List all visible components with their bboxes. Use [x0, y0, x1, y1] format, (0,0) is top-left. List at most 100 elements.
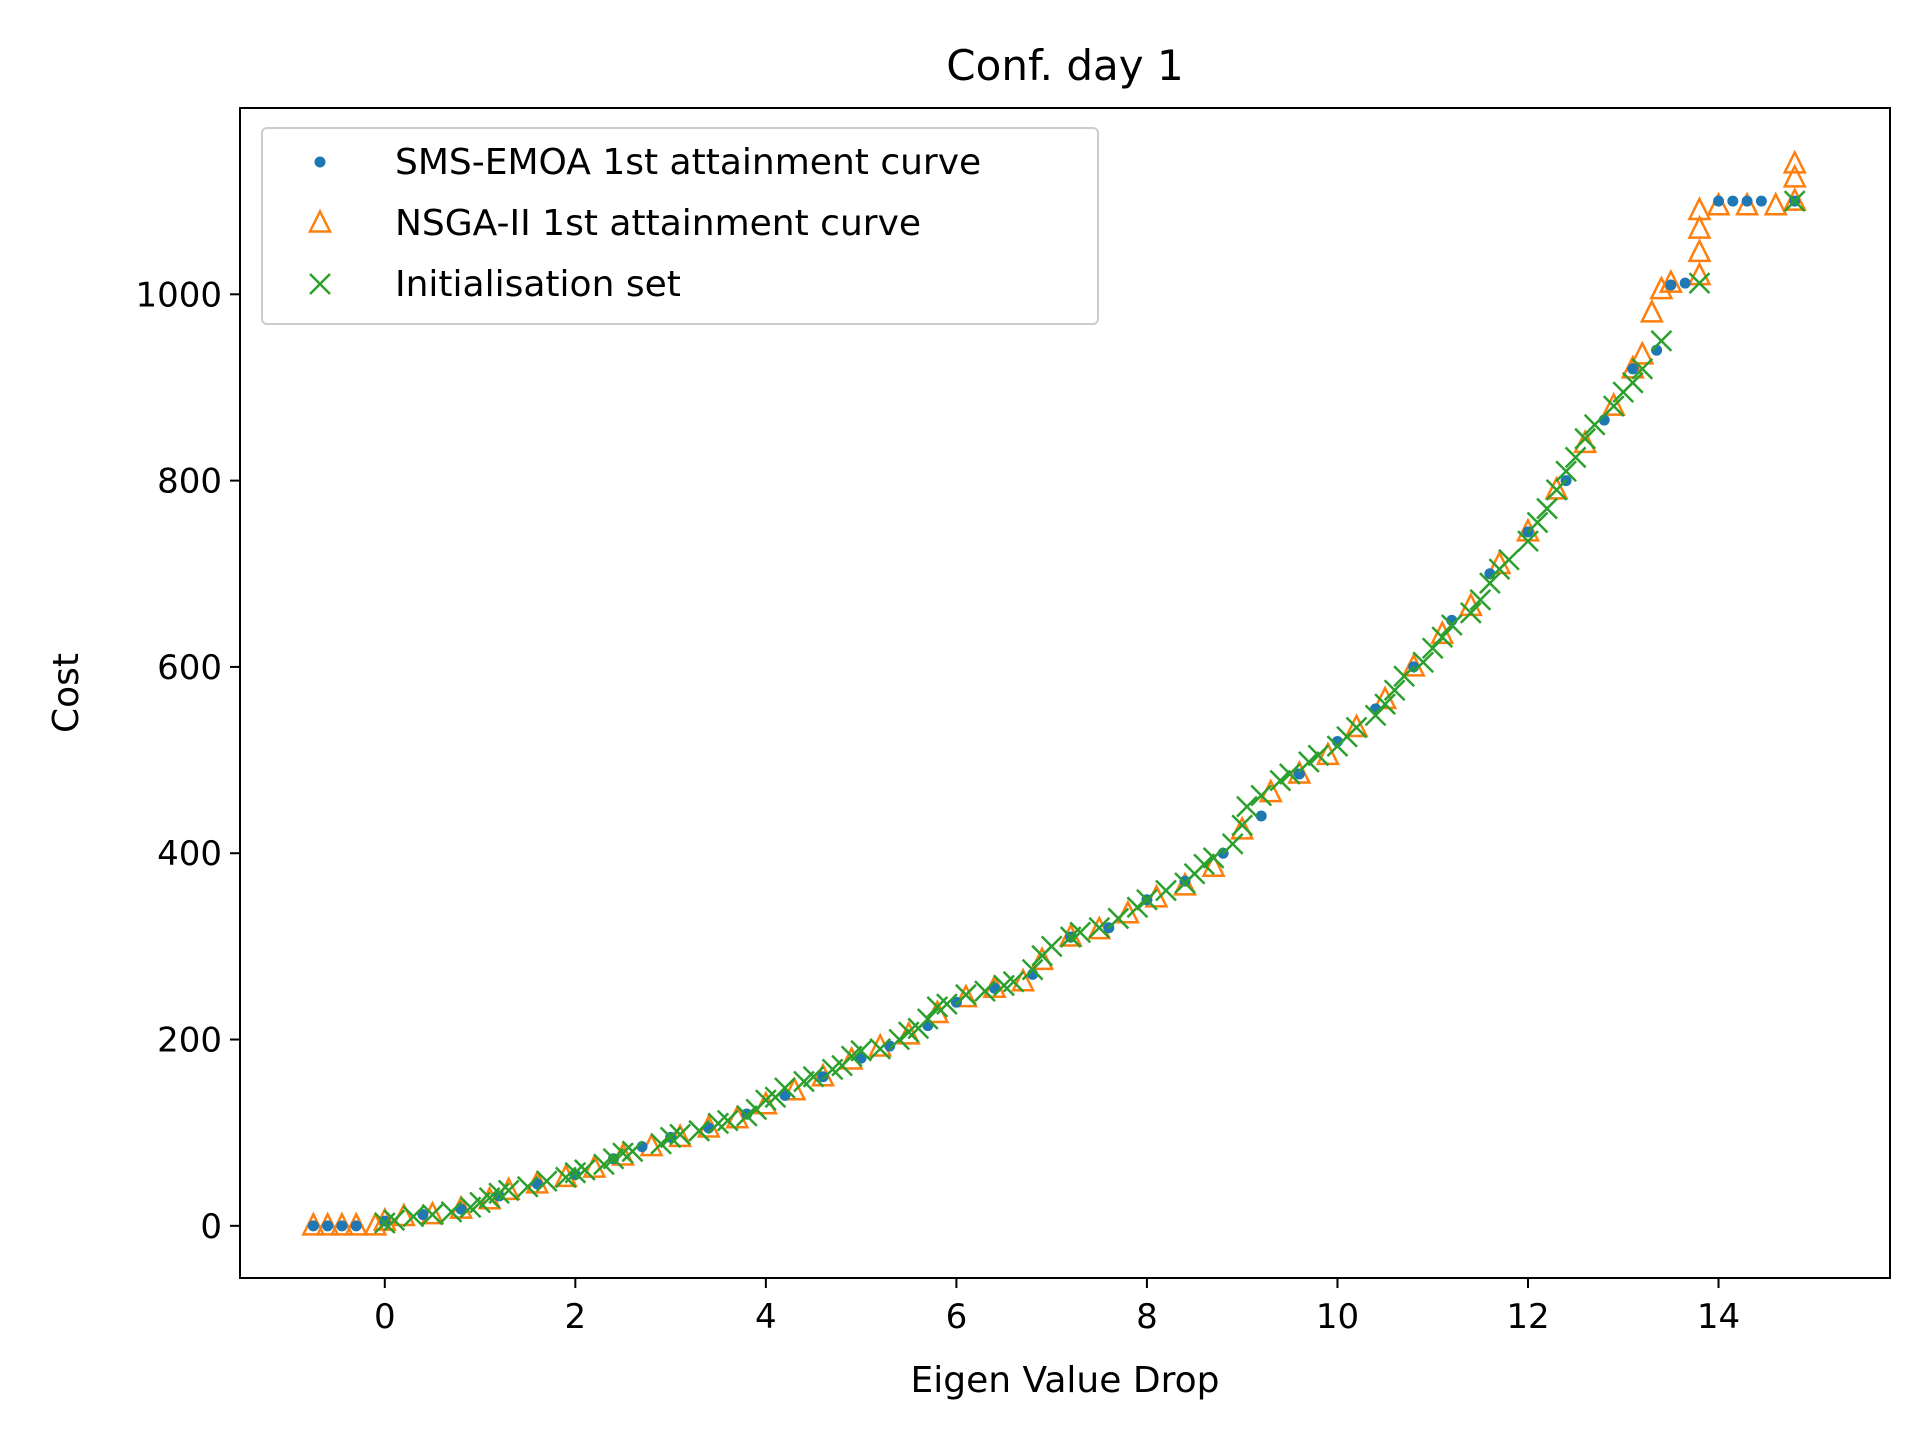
initialisation-set-point	[935, 993, 958, 1016]
initialisation-set-point	[1278, 763, 1301, 785]
legend-label-initialisation-set: Initialisation set	[395, 264, 681, 305]
initialisation-set-point	[1383, 679, 1406, 702]
nsga-ii-point	[1782, 163, 1807, 188]
initialisation-set-point	[688, 1119, 711, 1142]
initialisation-set-point	[850, 1039, 873, 1062]
initialisation-set-point	[1783, 190, 1806, 213]
initialisation-set-point	[1136, 888, 1158, 911]
legend-marker-sms-emoa	[314, 156, 326, 168]
initialisation-set-point	[1536, 497, 1558, 520]
initialisation-set-point	[1393, 665, 1416, 688]
nsga-ii-point	[1230, 815, 1255, 840]
y-tick-label: 200	[157, 1021, 222, 1061]
initialisation-set-point	[1345, 716, 1368, 739]
nsga-ii-point	[1630, 340, 1655, 365]
legend-marker-initialisation-set	[309, 273, 331, 295]
initialisation-set-point	[1069, 921, 1092, 944]
nsga-ii-point	[1649, 275, 1674, 300]
legend: SMS-EMOA 1st attainment curve NSGA-II 1st…	[261, 127, 1099, 325]
nsga-ii-point	[1573, 429, 1598, 454]
initialisation-set-point	[1621, 371, 1644, 394]
initialisation-set-point	[1431, 626, 1454, 648]
initialisation-set-point	[1002, 970, 1025, 993]
y-tick-label: 1000	[135, 275, 222, 315]
nsga-ii-point	[1687, 214, 1712, 239]
initialisation-set-point	[1602, 395, 1625, 417]
sms-emoa-point	[350, 1220, 362, 1232]
initialisation-set-point	[1459, 602, 1482, 624]
series-initialisation-set	[373, 190, 1806, 1234]
nsga-ii-point	[1687, 238, 1712, 263]
initialisation-set-point	[888, 1028, 911, 1051]
x-tick-label: 12	[1506, 1297, 1549, 1337]
sms-emoa-point	[322, 1220, 334, 1232]
sms-emoa-point	[1679, 277, 1691, 289]
sms-emoa-point	[779, 1089, 791, 1101]
plot-marks	[301, 149, 1807, 1236]
initialisation-set-point	[402, 1205, 425, 1228]
nsga-ii-point	[1639, 298, 1664, 323]
initialisation-set-point	[1221, 833, 1244, 855]
sms-emoa-point	[1255, 810, 1267, 822]
sms-emoa-point	[1179, 875, 1191, 887]
nsga-ii-point	[1344, 713, 1369, 738]
y-tick-label: 600	[157, 648, 222, 688]
x-tick-label: 14	[1697, 1297, 1740, 1337]
sms-emoa-point	[1665, 279, 1677, 291]
nsga-ii-point	[363, 1211, 388, 1236]
sms-emoa-point	[1293, 768, 1305, 780]
sms-emoa-point	[1755, 195, 1767, 207]
sms-emoa-point	[1741, 195, 1753, 207]
x-tick-label: 4	[755, 1297, 777, 1337]
initialisation-set-point	[1479, 572, 1501, 594]
initialisation-set-point	[840, 1045, 863, 1068]
y-axis-label: Cost	[46, 653, 87, 733]
initialisation-set-point	[735, 1105, 758, 1127]
y-tick-label: 0	[200, 1207, 222, 1247]
initialisation-set-point	[1583, 413, 1606, 436]
initialisation-set-point	[669, 1123, 692, 1146]
initialisation-set-point	[1202, 846, 1225, 869]
initialisation-set-point	[1498, 548, 1520, 571]
x-tick-label: 10	[1316, 1297, 1359, 1337]
sms-emoa-point	[336, 1220, 348, 1232]
x-tick-label: 0	[374, 1297, 396, 1337]
initialisation-set-point	[612, 1142, 634, 1165]
initialisation-set-point	[1040, 935, 1063, 958]
nsga-ii-point	[1782, 149, 1807, 174]
chart-title: Conf. day 1	[946, 41, 1183, 90]
nsga-ii-point	[1601, 391, 1626, 416]
initialisation-set-point	[1545, 479, 1568, 501]
legend-item-initialisation-set: Initialisation set	[309, 264, 681, 305]
initialisation-set-point	[440, 1200, 463, 1223]
initialisation-set-point	[1555, 460, 1577, 483]
initialisation-set-point	[602, 1147, 625, 1170]
initialisation-set-point	[1236, 795, 1258, 818]
sms-emoa-point	[855, 1052, 867, 1064]
initialisation-set-point	[1574, 427, 1597, 450]
initialisation-set-point	[1440, 614, 1463, 636]
sms-emoa-point	[307, 1220, 319, 1232]
legend-label-nsga-ii: NSGA-II 1st attainment curve	[395, 203, 921, 244]
initialisation-set-point	[802, 1065, 825, 1088]
sms-emoa-point	[1727, 195, 1739, 207]
nsga-ii-point	[1030, 946, 1055, 971]
y-tick-label: 800	[157, 462, 222, 502]
initialisation-set-point	[1564, 446, 1587, 469]
initialisation-set-point	[421, 1203, 444, 1226]
initialisation-set-point	[1088, 916, 1111, 939]
initialisation-set-point	[1107, 907, 1130, 930]
initialisation-set-point	[716, 1109, 739, 1132]
legend-item-nsga-ii: NSGA-II 1st attainment curve	[307, 203, 921, 244]
nsga-ii-point	[1687, 196, 1712, 221]
sms-emoa-point	[950, 996, 962, 1008]
nsga-ii-point	[953, 983, 978, 1008]
initialisation-set-point	[1469, 588, 1492, 611]
y-tick-label: 400	[157, 834, 222, 874]
x-tick-label: 2	[565, 1297, 587, 1337]
initialisation-set-point	[1021, 958, 1044, 981]
initialisation-set-point	[573, 1159, 596, 1181]
initialisation-set-point	[593, 1153, 615, 1176]
initialisation-set-point	[1193, 853, 1215, 876]
